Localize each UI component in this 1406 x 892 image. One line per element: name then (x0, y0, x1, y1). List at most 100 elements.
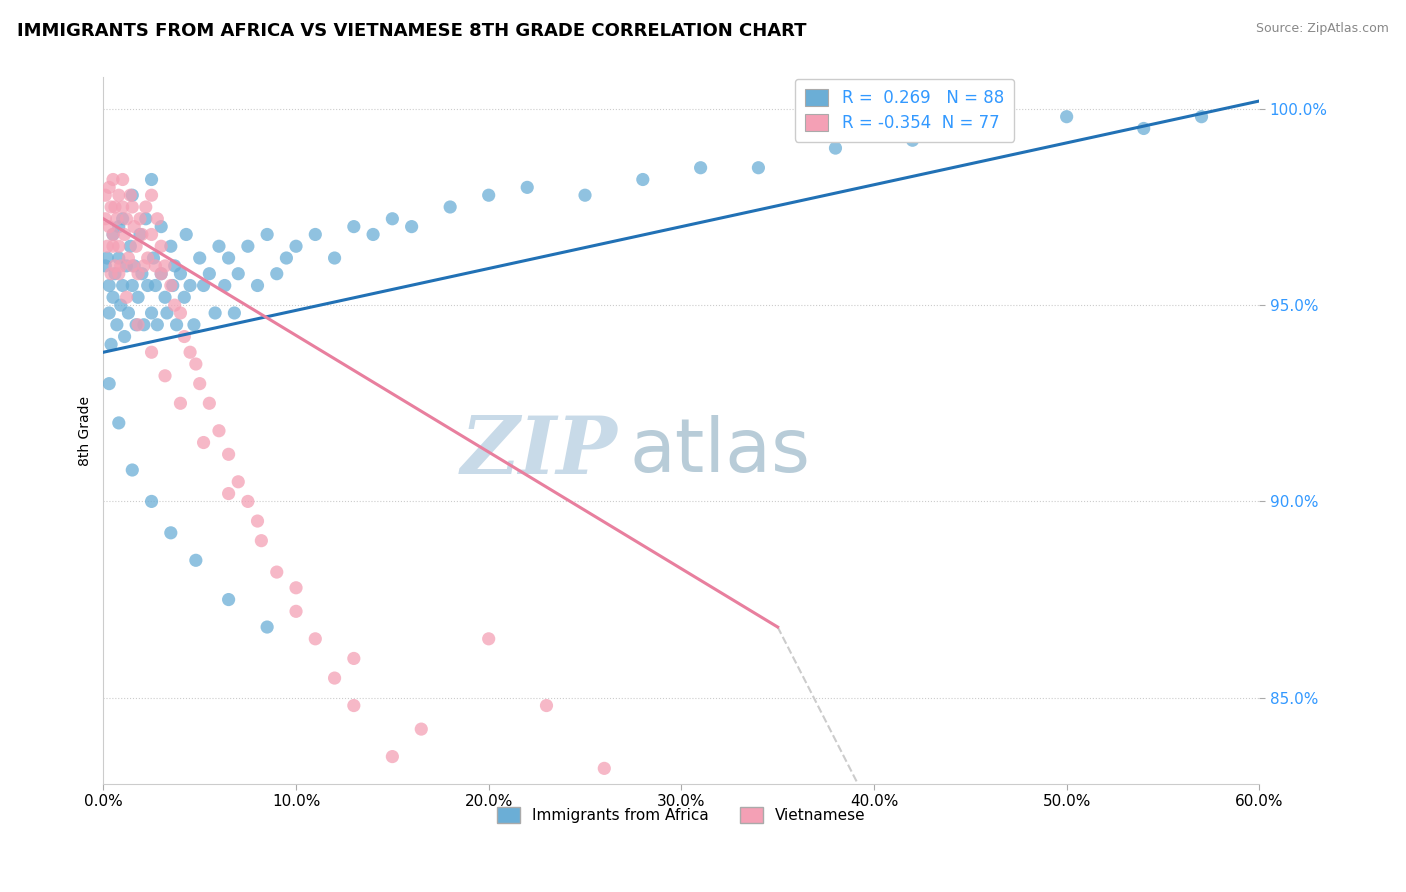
Point (169, 306, 191, 320)
Text: atlas: atlas (630, 416, 810, 489)
Point (104, 200, 127, 214)
Point (343, 698, 366, 713)
Point (145, 278, 167, 293)
Point (188, 251, 211, 265)
Point (100, 267, 122, 281)
Point (401, 219, 423, 234)
Point (150, 267, 173, 281)
Point (1056, 110, 1078, 124)
Point (122, 219, 145, 234)
Point (478, 789, 501, 803)
Point (141, 188, 163, 202)
Point (159, 278, 181, 293)
Point (184, 553, 207, 567)
Point (101, 290, 124, 304)
Text: IMMIGRANTS FROM AFRICA VS VIETNAMESE 8TH GRADE CORRELATION CHART: IMMIGRANTS FROM AFRICA VS VIETNAMESE 8TH… (17, 22, 807, 40)
Point (121, 463, 143, 477)
Point (107, 251, 129, 265)
Point (135, 211, 157, 226)
Point (419, 800, 441, 814)
Point (117, 251, 139, 265)
Point (204, 306, 226, 320)
Point (117, 306, 139, 320)
Point (153, 368, 176, 383)
Point (153, 259, 176, 273)
Point (174, 227, 197, 242)
Point (100, 200, 122, 214)
Point (276, 251, 298, 265)
Point (574, 188, 596, 202)
Point (141, 172, 163, 186)
Point (162, 278, 184, 293)
Point (226, 267, 249, 281)
Point (150, 219, 173, 234)
Point (101, 227, 124, 242)
Point (114, 227, 136, 242)
Point (266, 267, 288, 281)
Point (285, 239, 308, 253)
Point (121, 278, 143, 293)
Point (129, 227, 152, 242)
Point (304, 227, 326, 242)
Point (156, 306, 179, 320)
Point (100, 337, 122, 351)
Point (304, 632, 326, 646)
Point (323, 251, 346, 265)
Point (193, 435, 215, 450)
Point (125, 318, 148, 332)
Point (159, 239, 181, 253)
Point (110, 259, 132, 273)
Point (136, 278, 159, 293)
Point (218, 592, 240, 607)
Point (142, 251, 165, 265)
Point (285, 604, 308, 618)
Point (236, 239, 259, 253)
Point (141, 494, 163, 508)
Point (111, 278, 134, 293)
Point (104, 259, 127, 273)
Point (266, 565, 288, 579)
Point (208, 424, 231, 438)
Point (127, 318, 149, 332)
Point (131, 267, 153, 281)
Point (250, 533, 273, 548)
Point (114, 329, 136, 343)
Point (107, 219, 129, 234)
Point (361, 227, 384, 242)
Point (1132, 121, 1154, 136)
Point (107, 188, 129, 202)
Point (132, 259, 155, 273)
Point (115, 211, 138, 226)
Point (121, 188, 143, 202)
Point (98, 376, 121, 391)
Point (979, 121, 1001, 136)
Point (1191, 110, 1213, 124)
Point (256, 227, 278, 242)
Point (381, 749, 404, 764)
Point (169, 267, 191, 281)
Point (343, 651, 366, 665)
Point (150, 267, 173, 281)
Point (141, 345, 163, 359)
Point (96, 251, 118, 265)
Point (96, 239, 118, 253)
Point (381, 211, 404, 226)
Point (901, 133, 924, 147)
Point (179, 345, 201, 359)
Point (129, 211, 152, 226)
Point (256, 620, 278, 634)
Point (153, 290, 176, 304)
Point (246, 278, 269, 293)
Point (115, 290, 138, 304)
Point (411, 722, 433, 736)
Point (198, 396, 221, 410)
Y-axis label: 8th Grade: 8th Grade (79, 396, 93, 466)
Point (236, 494, 259, 508)
Point (101, 172, 124, 186)
Point (120, 239, 142, 253)
Point (94, 188, 117, 202)
Point (689, 161, 711, 175)
Point (218, 447, 240, 461)
Point (285, 581, 308, 595)
Point (98, 219, 121, 234)
